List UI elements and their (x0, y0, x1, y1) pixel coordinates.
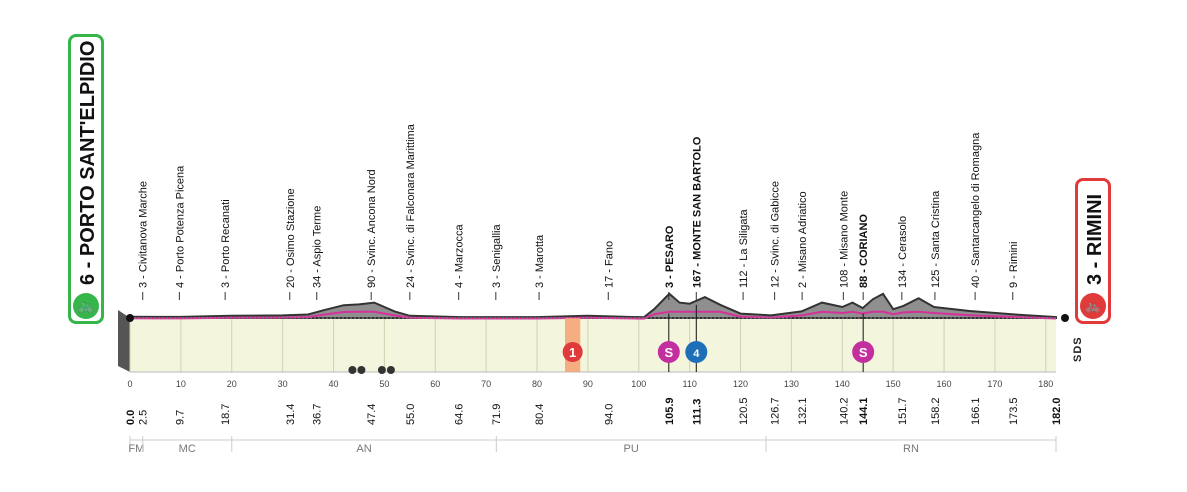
x-tick-label: 170 (987, 379, 1002, 389)
province-label: PU (624, 443, 639, 455)
waypoint-label: 112 - La Siligata (738, 208, 750, 288)
x-tick-label: 130 (784, 379, 799, 389)
km-label: 151.7 (897, 397, 909, 425)
km-label: 94.0 (603, 404, 615, 425)
sprint-label: S (664, 345, 673, 360)
waypoint-label: 17 - Fano (603, 241, 615, 288)
kom-category-label: 4 (693, 348, 700, 360)
waypoint-label: 3 - Marotta (534, 234, 546, 288)
x-tick-label: 50 (379, 379, 389, 389)
x-tick-label: 30 (278, 379, 288, 389)
waypoint-label: 4 - Porto Potenza Picena (174, 165, 186, 288)
km-label: 31.4 (285, 404, 297, 425)
km-label: 9.7 (174, 410, 186, 425)
km-label: 0.0 (125, 410, 137, 425)
elevation-profile (129, 292, 1057, 319)
route-line (129, 310, 1057, 320)
x-tick-label: 80 (532, 379, 542, 389)
x-tick-label: 0 (127, 379, 132, 389)
km-label: 2.5 (138, 410, 150, 425)
start-point (126, 314, 134, 322)
waypoint-label: 108 - Misano Monte (838, 191, 850, 288)
waypoint-label: 3 - Senigallia (491, 224, 503, 288)
x-tick-label: 70 (481, 379, 491, 389)
waypoint-label: 2 - Misano Adriatico (797, 191, 809, 288)
km-label: 140.2 (838, 397, 850, 425)
waypoint-label: 3 - Civitanova Marche (138, 181, 150, 288)
km-label: 80.4 (534, 404, 546, 425)
x-tick-label: 100 (631, 379, 646, 389)
x-tick-label: 160 (937, 379, 952, 389)
kom-icon (685, 341, 708, 363)
x-tick-label: 110 (682, 379, 696, 389)
waypoint-label: 3 - PESARO (664, 225, 676, 288)
x-tick-label: 180 (1038, 379, 1053, 389)
finish-point (1061, 314, 1069, 322)
province-label: FM (128, 443, 144, 455)
province-label: MC (179, 443, 196, 455)
last-km-label: 1 (569, 345, 576, 360)
waypoint-label: 24 - Svinc. di Falconara Marittima (405, 123, 417, 288)
cobble-icon (357, 366, 366, 374)
x-tick-label: 10 (176, 379, 186, 389)
start-cyclist-icon: 🚲 (73, 293, 99, 319)
km-label: 55.0 (405, 404, 417, 425)
waypoint-label: 9 - Rimini (1008, 242, 1020, 288)
cobble-icon (348, 366, 357, 374)
cobble-icon (386, 366, 395, 374)
x-tick-label: 20 (227, 379, 237, 389)
x-tick-label: 40 (329, 379, 339, 389)
x-tick-label: 90 (583, 379, 593, 389)
km-label: 71.9 (491, 404, 503, 425)
km-label: 47.4 (366, 404, 378, 425)
waypoint-label: 12 - Svinc. di Gabicce (770, 181, 782, 288)
x-tick-label: 140 (835, 379, 850, 389)
km-label: 126.7 (770, 397, 782, 425)
finish-cyclist-icon: 🚲 (1080, 293, 1106, 319)
province-label: RN (903, 443, 919, 455)
cobble-icon (377, 366, 386, 374)
waypoint-label: 167 - MONTE SAN BARTOLO (691, 136, 703, 288)
km-label: 36.7 (312, 404, 324, 425)
km-label: 18.7 (220, 404, 232, 425)
km-label: 120.5 (738, 397, 750, 425)
x-tick-label: 60 (430, 379, 440, 389)
waypoint-label: 88 - CORIANO (858, 214, 870, 288)
waypoint-label: 40 - Santarcangelo di Romagna (970, 132, 982, 288)
km-label: 132.1 (797, 397, 809, 425)
x-tick-label: 150 (886, 379, 901, 389)
sprint-icon (852, 341, 875, 363)
waypoint-label: 20 - Osimo Stazione (285, 188, 297, 288)
waypoint-label: 90 - Svinc. Ancona Nord (366, 169, 378, 288)
waypoint-label: 134 - Cerasolo (897, 216, 909, 288)
km-label: 173.5 (1008, 397, 1020, 425)
km-label: 182.0 (1051, 397, 1063, 425)
waypoint-label: 125 - Santa Cristina (930, 190, 942, 288)
province-label: AN (356, 443, 371, 455)
profile-base-side (118, 310, 130, 372)
x-tick-label: 120 (733, 379, 748, 389)
sprint-icon (657, 341, 680, 363)
finish-box: 3 - RIMINI 🚲 (1075, 178, 1111, 324)
km-label: 158.2 (930, 397, 942, 425)
km-label: 144.1 (858, 397, 870, 425)
profile-base (130, 318, 1056, 372)
km-label: 111.3 (691, 399, 703, 425)
sprint-label: S (859, 345, 868, 360)
km-label: 105.9 (664, 397, 676, 425)
waypoint-label: 34 - Aspio Terme (312, 206, 324, 288)
km-label: 166.1 (970, 397, 982, 425)
last-km-marker (562, 342, 583, 362)
waypoint-label: 4 - Marzocca (454, 224, 466, 288)
waypoint-label: 3 - Porto Recanati (220, 199, 232, 288)
start-box: 6 - PORTO SANT'ELPIDIO 🚲 (68, 34, 104, 324)
km-label: 64.6 (454, 404, 466, 425)
